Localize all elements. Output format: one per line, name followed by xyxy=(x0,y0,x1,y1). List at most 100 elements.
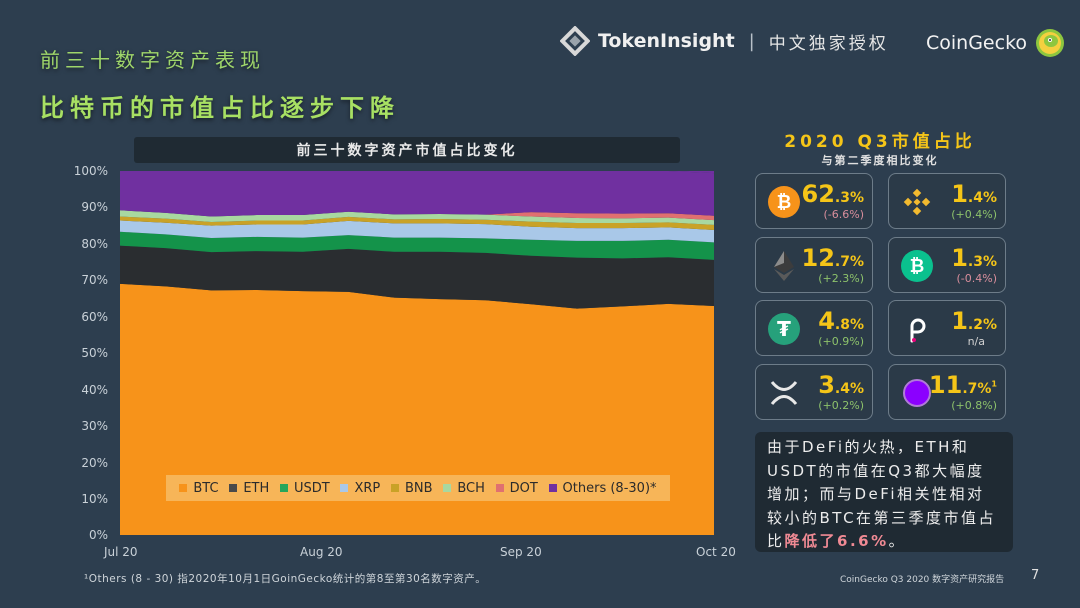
card-change: (+0.4%) xyxy=(951,208,997,221)
x-tick: Sep 20 xyxy=(500,545,542,559)
tokeninsight-name: TokenInsight xyxy=(598,30,735,52)
others-circle-icon xyxy=(903,379,931,407)
note-line: 增加；而与DeFi相关性相对 xyxy=(767,485,985,503)
card-change: (+0.9%) xyxy=(818,335,864,348)
legend-item-others: Others (8-30)* xyxy=(548,480,657,496)
panel-title: 2020 Q3市值占比 xyxy=(784,132,976,152)
card-value-decimal: .8% xyxy=(834,317,864,333)
x-tick: Oct 20 xyxy=(696,545,736,559)
coingecko-logo: CoinGecko xyxy=(926,28,1065,58)
legend-label: Others (8-30)* xyxy=(562,480,657,496)
legend-swatch xyxy=(548,484,557,492)
card-bch: ₿ 1.3% (-0.4%) xyxy=(888,237,1006,293)
ethereum-icon xyxy=(768,250,800,282)
y-tick: 40% xyxy=(81,383,108,397)
card-change: (+2.3%) xyxy=(818,272,864,285)
coingecko-gecko-icon xyxy=(1036,29,1065,57)
bitcoin-icon: ₿ xyxy=(768,186,800,218)
legend-item-dot: DOT xyxy=(495,480,538,496)
area-bnb xyxy=(120,216,714,230)
card-change: n/a xyxy=(967,335,985,348)
card-value-decimal: .3% xyxy=(834,190,864,206)
tether-icon: ₮ xyxy=(768,313,800,345)
bitcoin-cash-icon: ₿ xyxy=(901,250,933,282)
coingecko-name: CoinGecko xyxy=(926,32,1028,54)
card-change: (+0.2%) xyxy=(818,399,864,412)
legend-swatch xyxy=(280,484,288,492)
card-change: (+0.8%) xyxy=(951,399,997,412)
card-value-decimal: .7% xyxy=(962,381,992,397)
note-line: 由于DeFi的火热，ETH和 xyxy=(767,438,970,456)
y-tick: 30% xyxy=(81,419,108,433)
legend-label: ETH xyxy=(243,480,270,496)
note-highlight: 降低了6.6% xyxy=(784,532,889,550)
area-xrp xyxy=(120,220,714,243)
chart-title: 前三十数字资产市值占比变化 xyxy=(134,137,680,163)
card-others: 11.7%1 (+0.8%) xyxy=(888,364,1006,420)
legend-label: BTC xyxy=(193,480,219,496)
card-change: (-0.4%) xyxy=(956,272,998,285)
note-line: 较小的BTC在第三季度市值占 xyxy=(767,508,997,527)
card-value: 12 xyxy=(801,244,835,272)
page-number: 7 xyxy=(1031,568,1040,583)
area-usdt xyxy=(120,231,714,260)
y-tick: 10% xyxy=(81,492,108,506)
legend-item-bnb: BNB xyxy=(391,481,433,496)
insight-note: 由于DeFi的火热，ETH和 USDT的市值在Q3都大幅度 增加；而与DeFi相… xyxy=(755,432,1013,552)
card-value-decimal: .3% xyxy=(967,254,997,270)
tokeninsight-diamond-icon xyxy=(560,26,590,56)
y-tick: 50% xyxy=(81,346,108,360)
polkadot-icon xyxy=(901,313,933,345)
card-value-decimal: .2% xyxy=(967,317,997,333)
card-value: 1 xyxy=(951,244,968,272)
y-tick: 20% xyxy=(81,456,108,470)
stacked-area-chart xyxy=(120,171,714,535)
card-value-decimal: .7% xyxy=(834,254,864,270)
legend-label: BCH xyxy=(457,480,485,496)
chart-legend: BTC ETH USDT XRP BNB BCH DOT Others (8-3… xyxy=(166,475,670,501)
page-title: 比特币的市值占比逐步下降 xyxy=(40,94,400,122)
card-value: 62 xyxy=(801,180,835,208)
legend-swatch xyxy=(495,484,504,492)
legend-label: DOT xyxy=(509,480,538,496)
area-bch xyxy=(120,210,714,225)
x-tick: Aug 20 xyxy=(300,545,343,559)
note-text: 。 xyxy=(888,532,907,550)
note-text: 比 xyxy=(767,532,785,550)
y-tick: 70% xyxy=(81,273,108,287)
card-value-decimal: .4% xyxy=(834,381,864,397)
section-subtitle: 前三十数字资产表现 xyxy=(40,48,265,72)
card-bnb: 1.4% (+0.4%) xyxy=(888,173,1006,229)
note-line: 比降低了6.6%。 xyxy=(767,530,1001,554)
y-tick: 80% xyxy=(81,237,108,251)
y-tick: 60% xyxy=(81,310,108,324)
y-tick: 90% xyxy=(81,200,108,214)
panel-subtitle: 与第二季度相比变化 xyxy=(821,154,939,167)
area-btc xyxy=(120,283,714,535)
card-value: 1 xyxy=(951,307,968,335)
card-value: 11 xyxy=(928,371,963,399)
tokeninsight-logo: TokenInsight | 中文独家授权 xyxy=(560,26,889,56)
legend-item-xrp: XRP xyxy=(340,481,380,496)
area-eth xyxy=(120,245,714,309)
card-usdt: ₮ 4.8% (+0.9%) xyxy=(755,300,873,356)
card-value: 4 xyxy=(818,307,835,335)
legend-label: BNB xyxy=(405,480,433,496)
x-tick: Jul 20 xyxy=(104,545,138,559)
area-others-8-30- xyxy=(120,171,714,217)
legend-label: XRP xyxy=(354,480,381,496)
note-line: USDT的市值在Q3都大幅度 xyxy=(767,461,985,480)
legend-item-usdt: USDT xyxy=(280,481,330,496)
y-tick: 100% xyxy=(73,164,108,178)
legend-label: USDT xyxy=(294,480,330,496)
legend-item-eth: ETH xyxy=(229,481,269,496)
legend-item-bch: BCH xyxy=(443,481,485,496)
card-xrp: 3.4% (+0.2%) xyxy=(755,364,873,420)
card-value-decimal: .4% xyxy=(967,190,997,206)
authorization-label: 中文独家授权 xyxy=(768,33,889,54)
card-value: 1 xyxy=(951,180,968,208)
binance-icon xyxy=(901,186,933,218)
footnote: ¹Others (8 - 30) 指2020年10月1日GoinGecko统计的… xyxy=(84,573,487,585)
footnote-marker: 1 xyxy=(991,379,997,389)
divider: | xyxy=(748,30,755,52)
